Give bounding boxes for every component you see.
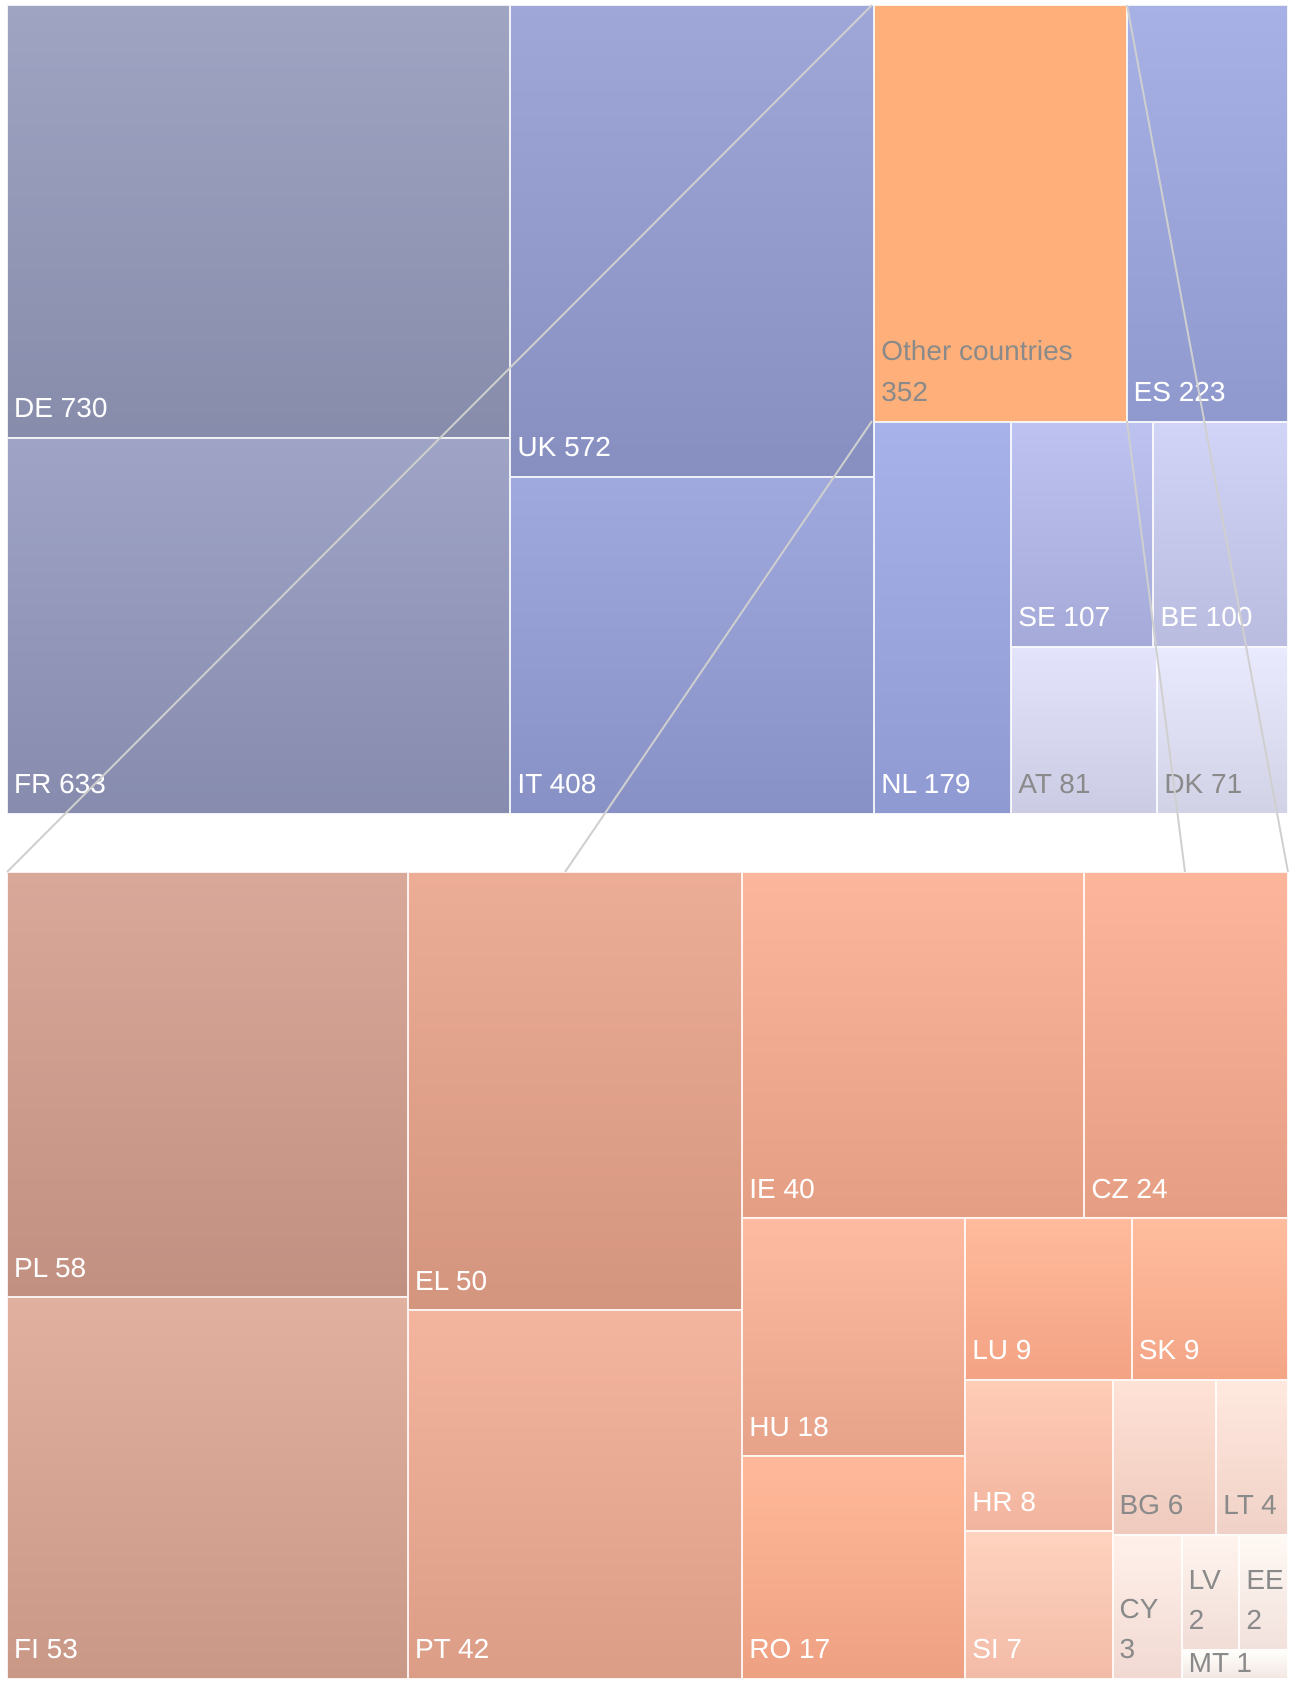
treemap-cell-other: Other countries 352 <box>874 5 1127 422</box>
treemap-cell-nl: NL 179 <box>874 421 1012 814</box>
treemap-cell-lv: LV 2 <box>1181 1534 1240 1650</box>
treemap-cell-at: AT 81 <box>1011 646 1158 814</box>
treemap-cell-it: IT 408 <box>510 476 875 814</box>
treemap-cell-ee: EE 2 <box>1239 1534 1288 1650</box>
treemap-label-hu: HU 18 <box>749 1410 829 1442</box>
treemap-cell-se: SE 107 <box>1011 421 1154 647</box>
treemap-cell-cy: CY 3 <box>1112 1534 1182 1679</box>
treemap-cell-dk: DK 71 <box>1157 646 1288 814</box>
treemap-label-cy: CY 3 <box>1119 1592 1159 1665</box>
treemap-cell-hr: HR 8 <box>965 1379 1113 1532</box>
treemap-label-other: Other countries 352 <box>881 335 1073 408</box>
treemap-cell-ro: RO 17 <box>742 1456 966 1679</box>
treemap-label-ie: IE 40 <box>749 1172 815 1204</box>
treemap-label-ee: EE 2 <box>1246 1563 1284 1636</box>
treemap-cell-ie: IE 40 <box>742 872 1085 1219</box>
treemap-cell-de: DE 730 <box>7 5 511 438</box>
treemap-label-se: SE 107 <box>1018 600 1111 632</box>
treemap-cell-pt: PT 42 <box>407 1310 743 1679</box>
treemap-cell-sk: SK 9 <box>1131 1218 1288 1380</box>
treemap-cell-hu: HU 18 <box>742 1218 966 1457</box>
treemap-cell-lu: LU 9 <box>965 1218 1132 1380</box>
treemap-cell-pl: PL 58 <box>7 872 408 1298</box>
treemap-label-cz: CZ 24 <box>1091 1172 1168 1204</box>
treemap-label-lt: LT 4 <box>1223 1488 1277 1520</box>
treemap-label-de: DE 730 <box>14 392 108 424</box>
treemap-cell-si: SI 7 <box>965 1531 1113 1679</box>
treemap-cell-bg: BG 6 <box>1112 1379 1217 1535</box>
treemap-label-nl: NL 179 <box>881 768 971 800</box>
treemap-label-hr: HR 8 <box>972 1485 1036 1517</box>
treemap-label-uk: UK 572 <box>517 431 611 463</box>
treemap-label-it: IT 408 <box>517 768 597 800</box>
treemap-label-es: ES 223 <box>1133 376 1226 408</box>
treemap-cell-be: BE 100 <box>1153 421 1288 647</box>
treemap-label-mt: MT 1 <box>1188 1647 1252 1679</box>
treemap-label-ro: RO 17 <box>749 1633 831 1665</box>
treemap-label-dk: DK 71 <box>1164 768 1243 800</box>
treemap-label-bg: BG 6 <box>1119 1488 1184 1520</box>
treemap-label-si: SI 7 <box>972 1633 1022 1665</box>
treemap-cell-uk: UK 572 <box>510 5 875 477</box>
treemap-label-be: BE 100 <box>1160 600 1253 632</box>
treemap-label-sk: SK 9 <box>1138 1333 1200 1365</box>
treemap-label-pt: PT 42 <box>414 1633 490 1665</box>
treemap-label-lu: LU 9 <box>972 1333 1032 1365</box>
treemap-cell-fr: FR 633 <box>7 437 511 814</box>
treemap-cell-es: ES 223 <box>1126 5 1288 422</box>
treemap-label-pl: PL 58 <box>14 1251 87 1283</box>
treemap-label-fr: FR 633 <box>14 768 106 800</box>
treemap-label-fi: FI 53 <box>14 1633 78 1665</box>
treemap-cell-fi: FI 53 <box>7 1297 408 1679</box>
treemap-label-el: EL 50 <box>414 1264 488 1296</box>
treemap-cell-el: EL 50 <box>407 872 743 1311</box>
treemap-label-at: AT 81 <box>1018 768 1091 800</box>
treemap-cell-cz: CZ 24 <box>1084 872 1288 1219</box>
treemap-cell-mt: MT 1 <box>1181 1647 1288 1679</box>
treemap-label-lv: LV 2 <box>1188 1563 1221 1636</box>
treemap-cell-lt: LT 4 <box>1216 1379 1288 1535</box>
